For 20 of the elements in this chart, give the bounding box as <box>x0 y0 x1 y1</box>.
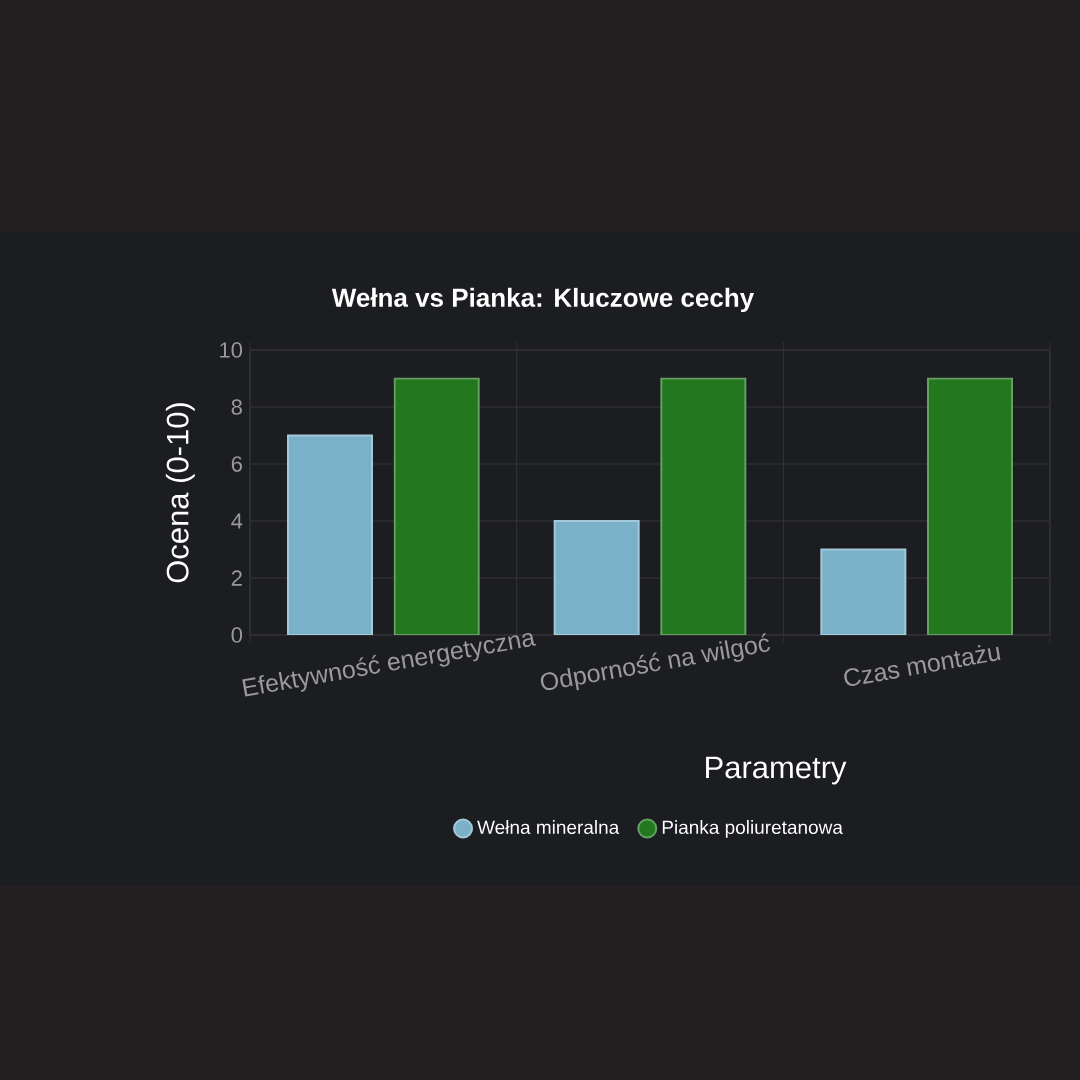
bar <box>927 377 1014 635</box>
bar <box>393 377 480 635</box>
x-tick-label: Czas montażu <box>844 644 1001 686</box>
legend-label: Wełna mineralna <box>477 820 620 835</box>
y-tick-label: 4 <box>231 513 243 529</box>
chart-title: Wełna vs Pianka: Kluczowe cechy <box>331 287 755 313</box>
x-axis-title: Parametry <box>706 756 847 785</box>
y-tick-label: 2 <box>231 570 242 586</box>
legend-label: Pianka poliuretanowa <box>662 820 843 838</box>
y-tick-label: 6 <box>231 456 242 472</box>
bar <box>660 377 747 635</box>
x-tick-label: Odporność na wilgoć <box>540 633 770 691</box>
bar <box>287 434 374 635</box>
bar <box>820 548 907 635</box>
y-tick-label: 10 <box>220 342 243 358</box>
bar <box>553 520 640 635</box>
y-axis-title: Ocena (0-10) <box>165 403 195 583</box>
y-tick-label: 8 <box>231 399 242 415</box>
y-tick-label: 0 <box>231 627 243 643</box>
x-tick-label: Efektywność energetyczna <box>242 633 537 697</box>
